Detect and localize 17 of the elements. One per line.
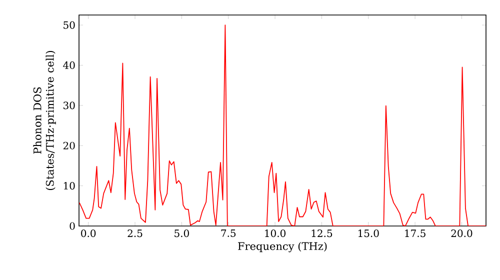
y-tick-label: 20 bbox=[63, 142, 75, 150]
y-axis-title: Phonon DOS (States/THz·primitive cell) bbox=[33, 50, 56, 190]
x-tick-label: 15.0 bbox=[358, 230, 379, 238]
x-tick-label: 0.0 bbox=[81, 230, 96, 238]
x-tick-label: 7.5 bbox=[221, 230, 236, 237]
y-tick-label: 10 bbox=[64, 182, 75, 190]
x-tick-label: 12.5 bbox=[312, 230, 332, 238]
y-tick-label: 30 bbox=[64, 102, 75, 110]
x-tick-label: 10.0 bbox=[265, 230, 286, 238]
x-tick-label: 2.5 bbox=[128, 230, 142, 238]
x-tick-label: 17.5 bbox=[405, 230, 426, 238]
y-tick-label: 40 bbox=[63, 61, 75, 70]
x-tick-label: 5.0 bbox=[174, 230, 189, 238]
y-tick-label: 50 bbox=[64, 21, 75, 29]
x-tick-label: 20.0 bbox=[451, 230, 472, 238]
x-axis-title: Frequency (THz) bbox=[238, 242, 327, 252]
y-tick-label: 0 bbox=[70, 222, 75, 230]
